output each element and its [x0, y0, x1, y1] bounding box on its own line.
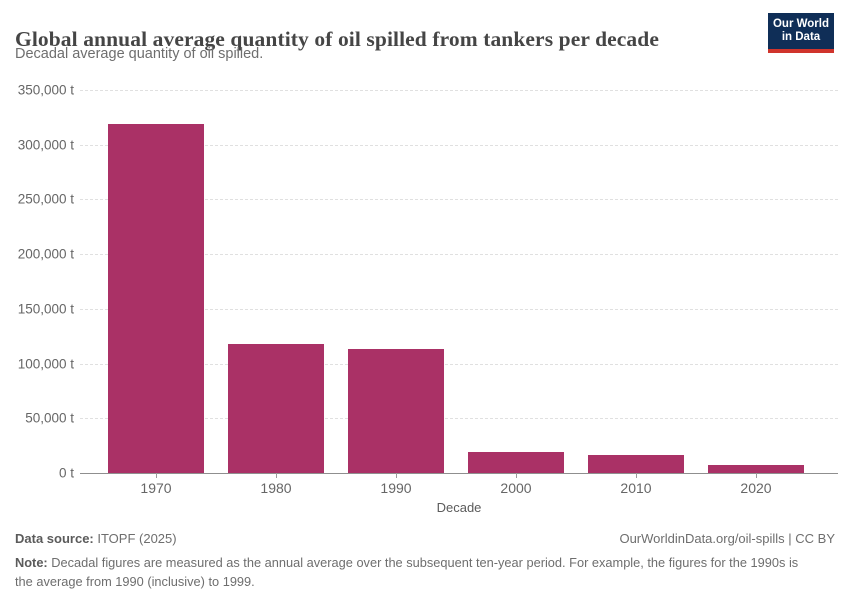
bar-1990[interactable]: [348, 349, 444, 473]
x-axis-title: Decade: [436, 500, 482, 515]
y-axis-tick-label-100000: 100,000 t: [17, 356, 74, 372]
y-axis-tick-label-150000: 150,000 t: [17, 301, 74, 317]
gridline-0: [80, 473, 838, 474]
gridline-200000: [80, 254, 838, 256]
x-axis-tick-2010: [636, 473, 637, 478]
bar-2000[interactable]: [468, 451, 564, 473]
x-axis-tick-label-1980: 1980: [260, 480, 292, 496]
x-axis-tick-label-2010: 2010: [620, 480, 652, 496]
note-text: Decadal figures are measured as the annu…: [15, 555, 799, 589]
note-label: Note:: [15, 555, 48, 570]
gridline-50000: [80, 418, 838, 420]
x-axis-tick-1980: [276, 473, 277, 478]
x-axis-tick-1970: [156, 473, 157, 478]
owid-logo-text-line2: in Data: [781, 31, 821, 43]
y-axis-tick-label-250000: 250,000 t: [17, 191, 74, 207]
y-axis-tick-label-200000: 200,000 t: [17, 246, 74, 262]
x-axis-tick-label-1970: 1970: [140, 480, 172, 496]
chart-note: Note: Decadal figures are measured as th…: [15, 554, 807, 591]
chart-subtitle: Decadal average quantity of oil spilled.: [15, 46, 264, 62]
y-axis-tick-label-0: 0 t: [58, 465, 74, 481]
x-axis-tick-1990: [396, 473, 397, 478]
gridline-350000: [80, 90, 838, 91]
owid-logo[interactable]: Our World in Data: [768, 13, 834, 53]
y-axis-tick-label-350000: 350,000 t: [17, 82, 74, 98]
bar-1970[interactable]: [108, 123, 204, 473]
chart-footer: Data source: ITOPF (2025) OurWorldinData…: [15, 531, 835, 546]
gridline-100000: [80, 363, 838, 365]
data-source-value: ITOPF (2025): [93, 531, 177, 546]
y-axis-tick-label-50000: 50,000 t: [25, 410, 74, 426]
gridline-300000: [80, 144, 838, 146]
data-source-label: Data source:: [15, 531, 94, 546]
citation-link[interactable]: OurWorldinData.org/oil-spills | CC BY: [619, 531, 835, 546]
y-axis-tick-label-300000: 300,000 t: [17, 137, 74, 153]
x-axis-tick-2020: [756, 473, 757, 478]
bar-2010[interactable]: [588, 455, 684, 473]
bar-2020[interactable]: [708, 465, 804, 473]
x-axis-tick-label-2020: 2020: [740, 480, 772, 496]
chart-title: Global annual average quantity of oil sp…: [15, 27, 659, 52]
bar-1980[interactable]: [228, 344, 324, 473]
x-axis-tick-label-1990: 1990: [380, 480, 412, 496]
gridline-150000: [80, 308, 838, 310]
owid-logo-text-line1: Our World: [772, 18, 829, 30]
x-axis-tick-2000: [516, 473, 517, 478]
gridline-250000: [80, 199, 838, 201]
x-axis-tick-label-2000: 2000: [500, 480, 532, 496]
data-source-line: Data source: ITOPF (2025): [15, 531, 177, 546]
